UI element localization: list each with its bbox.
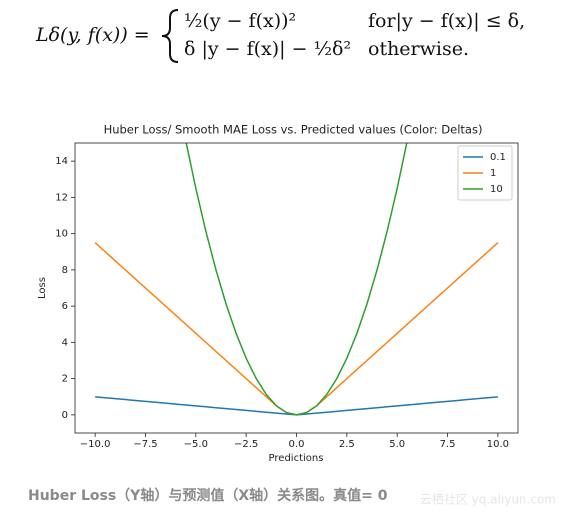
x-tick-label: −5.0 (184, 439, 208, 450)
x-tick-label: 10.0 (487, 439, 509, 450)
y-tick-label: 4 (62, 337, 68, 348)
legend-box (457, 145, 513, 201)
formula-condition: otherwise. (368, 38, 469, 60)
x-tick-label: −10.0 (80, 439, 111, 450)
watermark: 云栖社区 yq.aliyun.com (420, 492, 556, 507)
y-tick-label: 0 (62, 410, 68, 421)
formula-case: ½(y − f(x))² (184, 10, 296, 32)
y-tick-label: 14 (55, 156, 68, 167)
x-tick-label: −2.5 (234, 439, 258, 450)
y-tick-label: 6 (62, 301, 68, 312)
y-tick-label: 12 (55, 192, 68, 203)
legend-label: 0.1 (490, 152, 506, 163)
chart-title: Huber Loss/ Smooth MAE Loss vs. Predicte… (104, 123, 483, 137)
x-tick-label: 7.5 (440, 439, 456, 450)
brace (161, 9, 179, 63)
y-tick-label: 8 (62, 265, 68, 276)
formula-lhs: Lδ(y, f(x)) = (35, 24, 150, 46)
series-line (95, 396, 498, 416)
x-tick-label: −7.5 (133, 439, 157, 450)
formula-case: δ |y − f(x)| − ½δ² (184, 38, 351, 60)
legend-label: 1 (490, 168, 496, 179)
y-tick-label: 10 (55, 229, 68, 240)
series-line (94, 242, 499, 416)
y-axis-label: Loss (37, 277, 48, 299)
caption: Huber Loss（Y轴）与预测值（X轴）关系图。真值= 0 (28, 487, 388, 504)
x-tick-label: 0.0 (289, 439, 305, 450)
x-tick-label: 5.0 (389, 439, 405, 450)
formula-condition: for|y − f(x)| ≤ δ, (368, 10, 525, 32)
x-tick-label: 2.5 (339, 439, 355, 450)
y-tick-label: 2 (62, 374, 68, 385)
plot-lines (94, 143, 499, 416)
series-line (185, 143, 408, 416)
legend-label: 10 (490, 184, 503, 195)
x-axis-label: Predictions (269, 453, 324, 464)
plot-frame (74, 142, 519, 434)
